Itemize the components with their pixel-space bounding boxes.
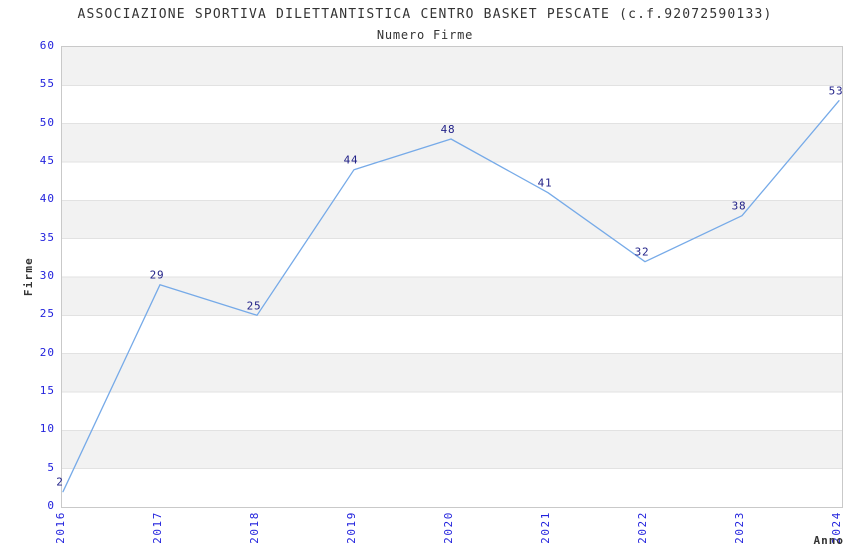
x-tick-label: 2020	[442, 511, 455, 544]
grid-band	[62, 200, 842, 239]
x-tick-label: 2023	[733, 511, 746, 544]
data-label: 29	[150, 269, 165, 282]
x-axis-title: Anno	[813, 534, 844, 547]
series-line	[62, 100, 840, 493]
x-tick-label: 2018	[248, 511, 261, 544]
data-labels: 2 29 25 44 48 41 32 38 53	[56, 85, 844, 489]
y-tick-label: 45	[39, 154, 55, 167]
grid-band	[62, 430, 842, 469]
y-tick-label: 25	[39, 307, 55, 321]
y-tick-label: 50	[39, 115, 55, 129]
chart-title: ASSOCIAZIONE SPORTIVA DILETTANTISTICA CE…	[77, 7, 773, 22]
y-tick-label: 10	[39, 422, 55, 436]
y-tick-label: 35	[39, 230, 55, 244]
y-tick-label: 5	[47, 460, 55, 474]
data-label: 53	[829, 85, 844, 98]
y-tick-label: 55	[39, 77, 55, 91]
plot-svg: 2 29 25 44 48 41 32 38 53	[56, 47, 843, 493]
data-label: 25	[247, 299, 262, 312]
y-tick-label: 20	[39, 345, 55, 359]
data-label: 38	[732, 200, 747, 213]
grid-band	[62, 353, 842, 392]
y-tick-label: 40	[39, 192, 55, 206]
x-tick-label: 2021	[539, 511, 552, 544]
grid-band	[62, 47, 842, 86]
data-label: 44	[344, 154, 359, 167]
grid-band	[62, 123, 842, 162]
series-polyline	[62, 100, 840, 493]
y-tick-label: 60	[39, 39, 55, 52]
data-label: 2	[56, 476, 63, 489]
y-tick-label: 0	[47, 499, 55, 512]
chart-subtitle: Numero Firme	[376, 28, 474, 42]
x-tick-label: 2016	[54, 511, 67, 544]
plot-area: 2 29 25 44 48 41 32 38 53	[56, 46, 843, 508]
x-tick-label: 2019	[345, 511, 358, 544]
grid-bands	[62, 47, 842, 469]
data-label: 32	[635, 246, 650, 259]
grid-band	[62, 277, 842, 316]
gridlines	[62, 84, 842, 470]
x-tick-label: 2017	[151, 511, 164, 544]
x-tick-label: 2022	[636, 511, 649, 544]
y-tick-label: 30	[39, 269, 55, 282]
data-label: 48	[441, 123, 456, 136]
y-tick-label: 15	[39, 384, 55, 397]
data-label: 41	[538, 177, 553, 190]
